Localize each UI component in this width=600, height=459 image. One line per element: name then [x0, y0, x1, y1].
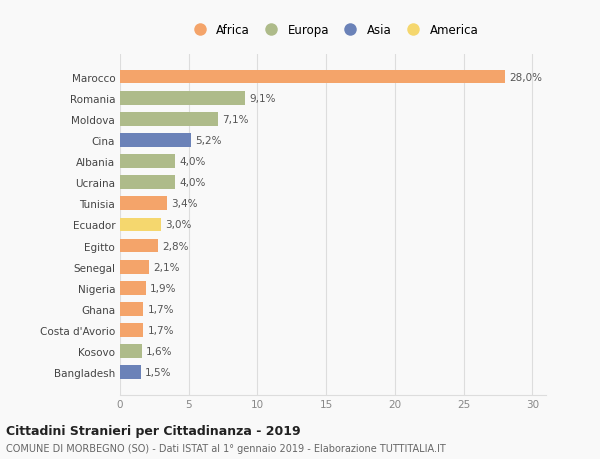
Bar: [120, 197, 167, 211]
Text: COMUNE DI MORBEGNO (SO) - Dati ISTAT al 1° gennaio 2019 - Elaborazione TUTTITALI: COMUNE DI MORBEGNO (SO) - Dati ISTAT al …: [6, 443, 446, 453]
Text: 1,9%: 1,9%: [150, 283, 177, 293]
Bar: [120, 345, 142, 358]
Bar: [120, 92, 245, 105]
Text: Cittadini Stranieri per Cittadinanza - 2019: Cittadini Stranieri per Cittadinanza - 2…: [6, 424, 301, 437]
Bar: [120, 218, 161, 232]
Bar: [120, 112, 218, 126]
Bar: [120, 134, 191, 147]
Bar: [120, 302, 143, 316]
Bar: [120, 155, 175, 168]
Text: 3,0%: 3,0%: [166, 220, 192, 230]
Text: 2,8%: 2,8%: [163, 241, 189, 251]
Text: 5,2%: 5,2%: [196, 135, 222, 146]
Bar: [120, 260, 149, 274]
Text: 4,0%: 4,0%: [179, 178, 205, 188]
Text: 1,7%: 1,7%: [148, 304, 174, 314]
Text: 28,0%: 28,0%: [509, 73, 542, 82]
Bar: [120, 176, 175, 190]
Bar: [120, 366, 140, 379]
Text: 2,1%: 2,1%: [153, 262, 179, 272]
Text: 7,1%: 7,1%: [221, 115, 248, 124]
Bar: [120, 239, 158, 253]
Bar: [120, 71, 505, 84]
Text: 1,7%: 1,7%: [148, 325, 174, 335]
Text: 4,0%: 4,0%: [179, 157, 205, 167]
Text: 9,1%: 9,1%: [249, 94, 275, 103]
Legend: Africa, Europa, Asia, America: Africa, Europa, Asia, America: [184, 20, 482, 40]
Text: 1,6%: 1,6%: [146, 347, 173, 356]
Text: 1,5%: 1,5%: [145, 368, 171, 377]
Bar: [120, 281, 146, 295]
Bar: [120, 324, 143, 337]
Text: 3,4%: 3,4%: [171, 199, 197, 209]
